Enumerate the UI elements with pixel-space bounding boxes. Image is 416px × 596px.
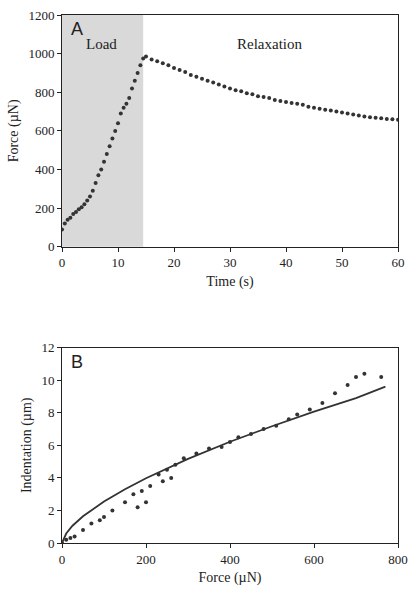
- svg-text:40: 40: [280, 255, 293, 270]
- svg-text:B: B: [71, 352, 83, 372]
- svg-text:1000: 1000: [28, 46, 54, 61]
- svg-text:20: 20: [168, 255, 181, 270]
- svg-text:400: 400: [220, 552, 240, 567]
- svg-text:8: 8: [48, 405, 55, 420]
- svg-text:800: 800: [388, 552, 408, 567]
- svg-text:200: 200: [35, 201, 55, 216]
- svg-text:10: 10: [112, 255, 125, 270]
- svg-text:0: 0: [59, 255, 66, 270]
- svg-text:2: 2: [48, 503, 55, 518]
- svg-text:Force (µN): Force (µN): [199, 570, 262, 586]
- svg-text:60: 60: [392, 255, 405, 270]
- svg-text:30: 30: [224, 255, 237, 270]
- svg-text:12: 12: [41, 340, 54, 355]
- svg-text:50: 50: [336, 255, 349, 270]
- svg-text:Time (s): Time (s): [206, 274, 254, 290]
- svg-text:10: 10: [41, 373, 54, 388]
- svg-text:0: 0: [48, 536, 55, 551]
- svg-text:400: 400: [35, 162, 55, 177]
- svg-text:Force (µN): Force (µN): [6, 99, 22, 162]
- svg-text:600: 600: [35, 123, 55, 138]
- svg-text:Relaxation: Relaxation: [237, 36, 302, 52]
- svg-text:Indentation (µm): Indentation (µm): [19, 397, 35, 493]
- svg-text:1200: 1200: [28, 8, 54, 23]
- svg-text:Load: Load: [86, 36, 117, 52]
- svg-text:A: A: [71, 19, 83, 39]
- svg-text:6: 6: [48, 438, 55, 453]
- svg-text:0: 0: [59, 552, 66, 567]
- svg-text:200: 200: [136, 552, 156, 567]
- svg-text:0: 0: [48, 239, 55, 254]
- svg-text:800: 800: [35, 85, 55, 100]
- svg-text:4: 4: [48, 470, 55, 485]
- svg-text:600: 600: [304, 552, 324, 567]
